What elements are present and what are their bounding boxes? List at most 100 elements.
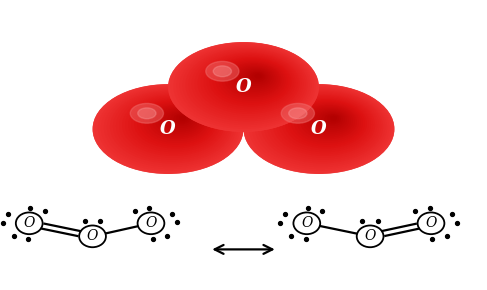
Circle shape xyxy=(331,117,336,120)
Circle shape xyxy=(259,90,384,165)
Circle shape xyxy=(117,93,227,159)
Circle shape xyxy=(301,106,356,138)
Circle shape xyxy=(95,85,242,172)
Circle shape xyxy=(307,108,352,135)
Circle shape xyxy=(159,109,199,133)
Circle shape xyxy=(111,91,231,163)
Circle shape xyxy=(253,73,262,79)
Circle shape xyxy=(310,109,350,133)
Circle shape xyxy=(316,111,346,129)
Circle shape xyxy=(277,97,373,153)
Circle shape xyxy=(271,94,376,157)
Circle shape xyxy=(325,115,340,124)
Circle shape xyxy=(295,103,360,142)
Circle shape xyxy=(238,68,273,89)
Text: O: O xyxy=(160,120,176,138)
Circle shape xyxy=(126,97,222,153)
Circle shape xyxy=(280,97,370,151)
Text: O: O xyxy=(311,120,327,138)
Circle shape xyxy=(244,84,394,174)
Circle shape xyxy=(168,42,319,132)
Circle shape xyxy=(113,92,229,161)
Circle shape xyxy=(213,66,231,77)
Circle shape xyxy=(98,86,240,170)
Circle shape xyxy=(141,102,211,144)
Circle shape xyxy=(207,57,293,108)
Circle shape xyxy=(234,67,275,91)
Circle shape xyxy=(135,100,215,148)
Circle shape xyxy=(123,95,224,155)
Circle shape xyxy=(289,101,364,146)
Circle shape xyxy=(328,115,338,122)
Circle shape xyxy=(147,104,207,140)
Circle shape xyxy=(171,113,191,125)
Circle shape xyxy=(150,106,205,138)
Circle shape xyxy=(256,88,386,166)
Circle shape xyxy=(264,92,380,161)
Circle shape xyxy=(174,115,189,124)
Circle shape xyxy=(216,60,287,102)
Circle shape xyxy=(177,115,187,122)
Circle shape xyxy=(177,46,313,126)
Circle shape xyxy=(281,104,315,123)
Text: O: O xyxy=(301,216,313,230)
Circle shape xyxy=(219,61,285,100)
Circle shape xyxy=(241,69,271,87)
Circle shape xyxy=(186,49,307,121)
Circle shape xyxy=(246,71,267,83)
Circle shape xyxy=(322,113,342,125)
Circle shape xyxy=(129,97,219,151)
Circle shape xyxy=(246,85,393,172)
Circle shape xyxy=(292,102,362,144)
Circle shape xyxy=(138,101,213,146)
Circle shape xyxy=(153,106,203,137)
Circle shape xyxy=(174,44,315,128)
Circle shape xyxy=(298,104,358,140)
Circle shape xyxy=(201,55,297,111)
Circle shape xyxy=(213,59,289,104)
Text: O: O xyxy=(425,216,437,230)
Circle shape xyxy=(165,111,195,129)
Circle shape xyxy=(156,108,201,135)
Circle shape xyxy=(168,112,193,127)
Circle shape xyxy=(228,65,279,95)
Circle shape xyxy=(231,66,277,93)
Circle shape xyxy=(286,100,366,148)
Circle shape xyxy=(268,93,378,159)
Circle shape xyxy=(289,108,307,119)
Circle shape xyxy=(162,110,197,131)
Circle shape xyxy=(183,48,309,123)
Text: O: O xyxy=(236,78,251,96)
Circle shape xyxy=(108,90,233,165)
Circle shape xyxy=(171,43,317,130)
Circle shape xyxy=(132,99,217,150)
Circle shape xyxy=(189,50,305,119)
Circle shape xyxy=(102,88,238,168)
Circle shape xyxy=(105,88,235,166)
Text: O: O xyxy=(23,216,35,230)
Circle shape xyxy=(204,56,295,110)
Circle shape xyxy=(274,95,375,155)
Circle shape xyxy=(223,62,283,98)
Circle shape xyxy=(131,104,164,123)
Text: O: O xyxy=(364,229,376,243)
Circle shape xyxy=(225,64,281,96)
Circle shape xyxy=(120,94,225,157)
Text: O: O xyxy=(145,216,157,230)
Circle shape xyxy=(256,75,261,78)
Circle shape xyxy=(253,88,389,168)
Circle shape xyxy=(210,58,291,106)
Circle shape xyxy=(304,106,354,137)
Circle shape xyxy=(244,70,269,85)
Circle shape xyxy=(144,103,209,142)
Circle shape xyxy=(313,110,348,131)
Circle shape xyxy=(249,86,391,170)
Circle shape xyxy=(192,51,303,117)
Circle shape xyxy=(319,112,344,127)
Circle shape xyxy=(262,91,382,163)
Circle shape xyxy=(206,61,239,81)
Circle shape xyxy=(93,84,244,174)
Circle shape xyxy=(195,52,301,115)
Circle shape xyxy=(138,108,156,119)
Circle shape xyxy=(249,72,264,81)
